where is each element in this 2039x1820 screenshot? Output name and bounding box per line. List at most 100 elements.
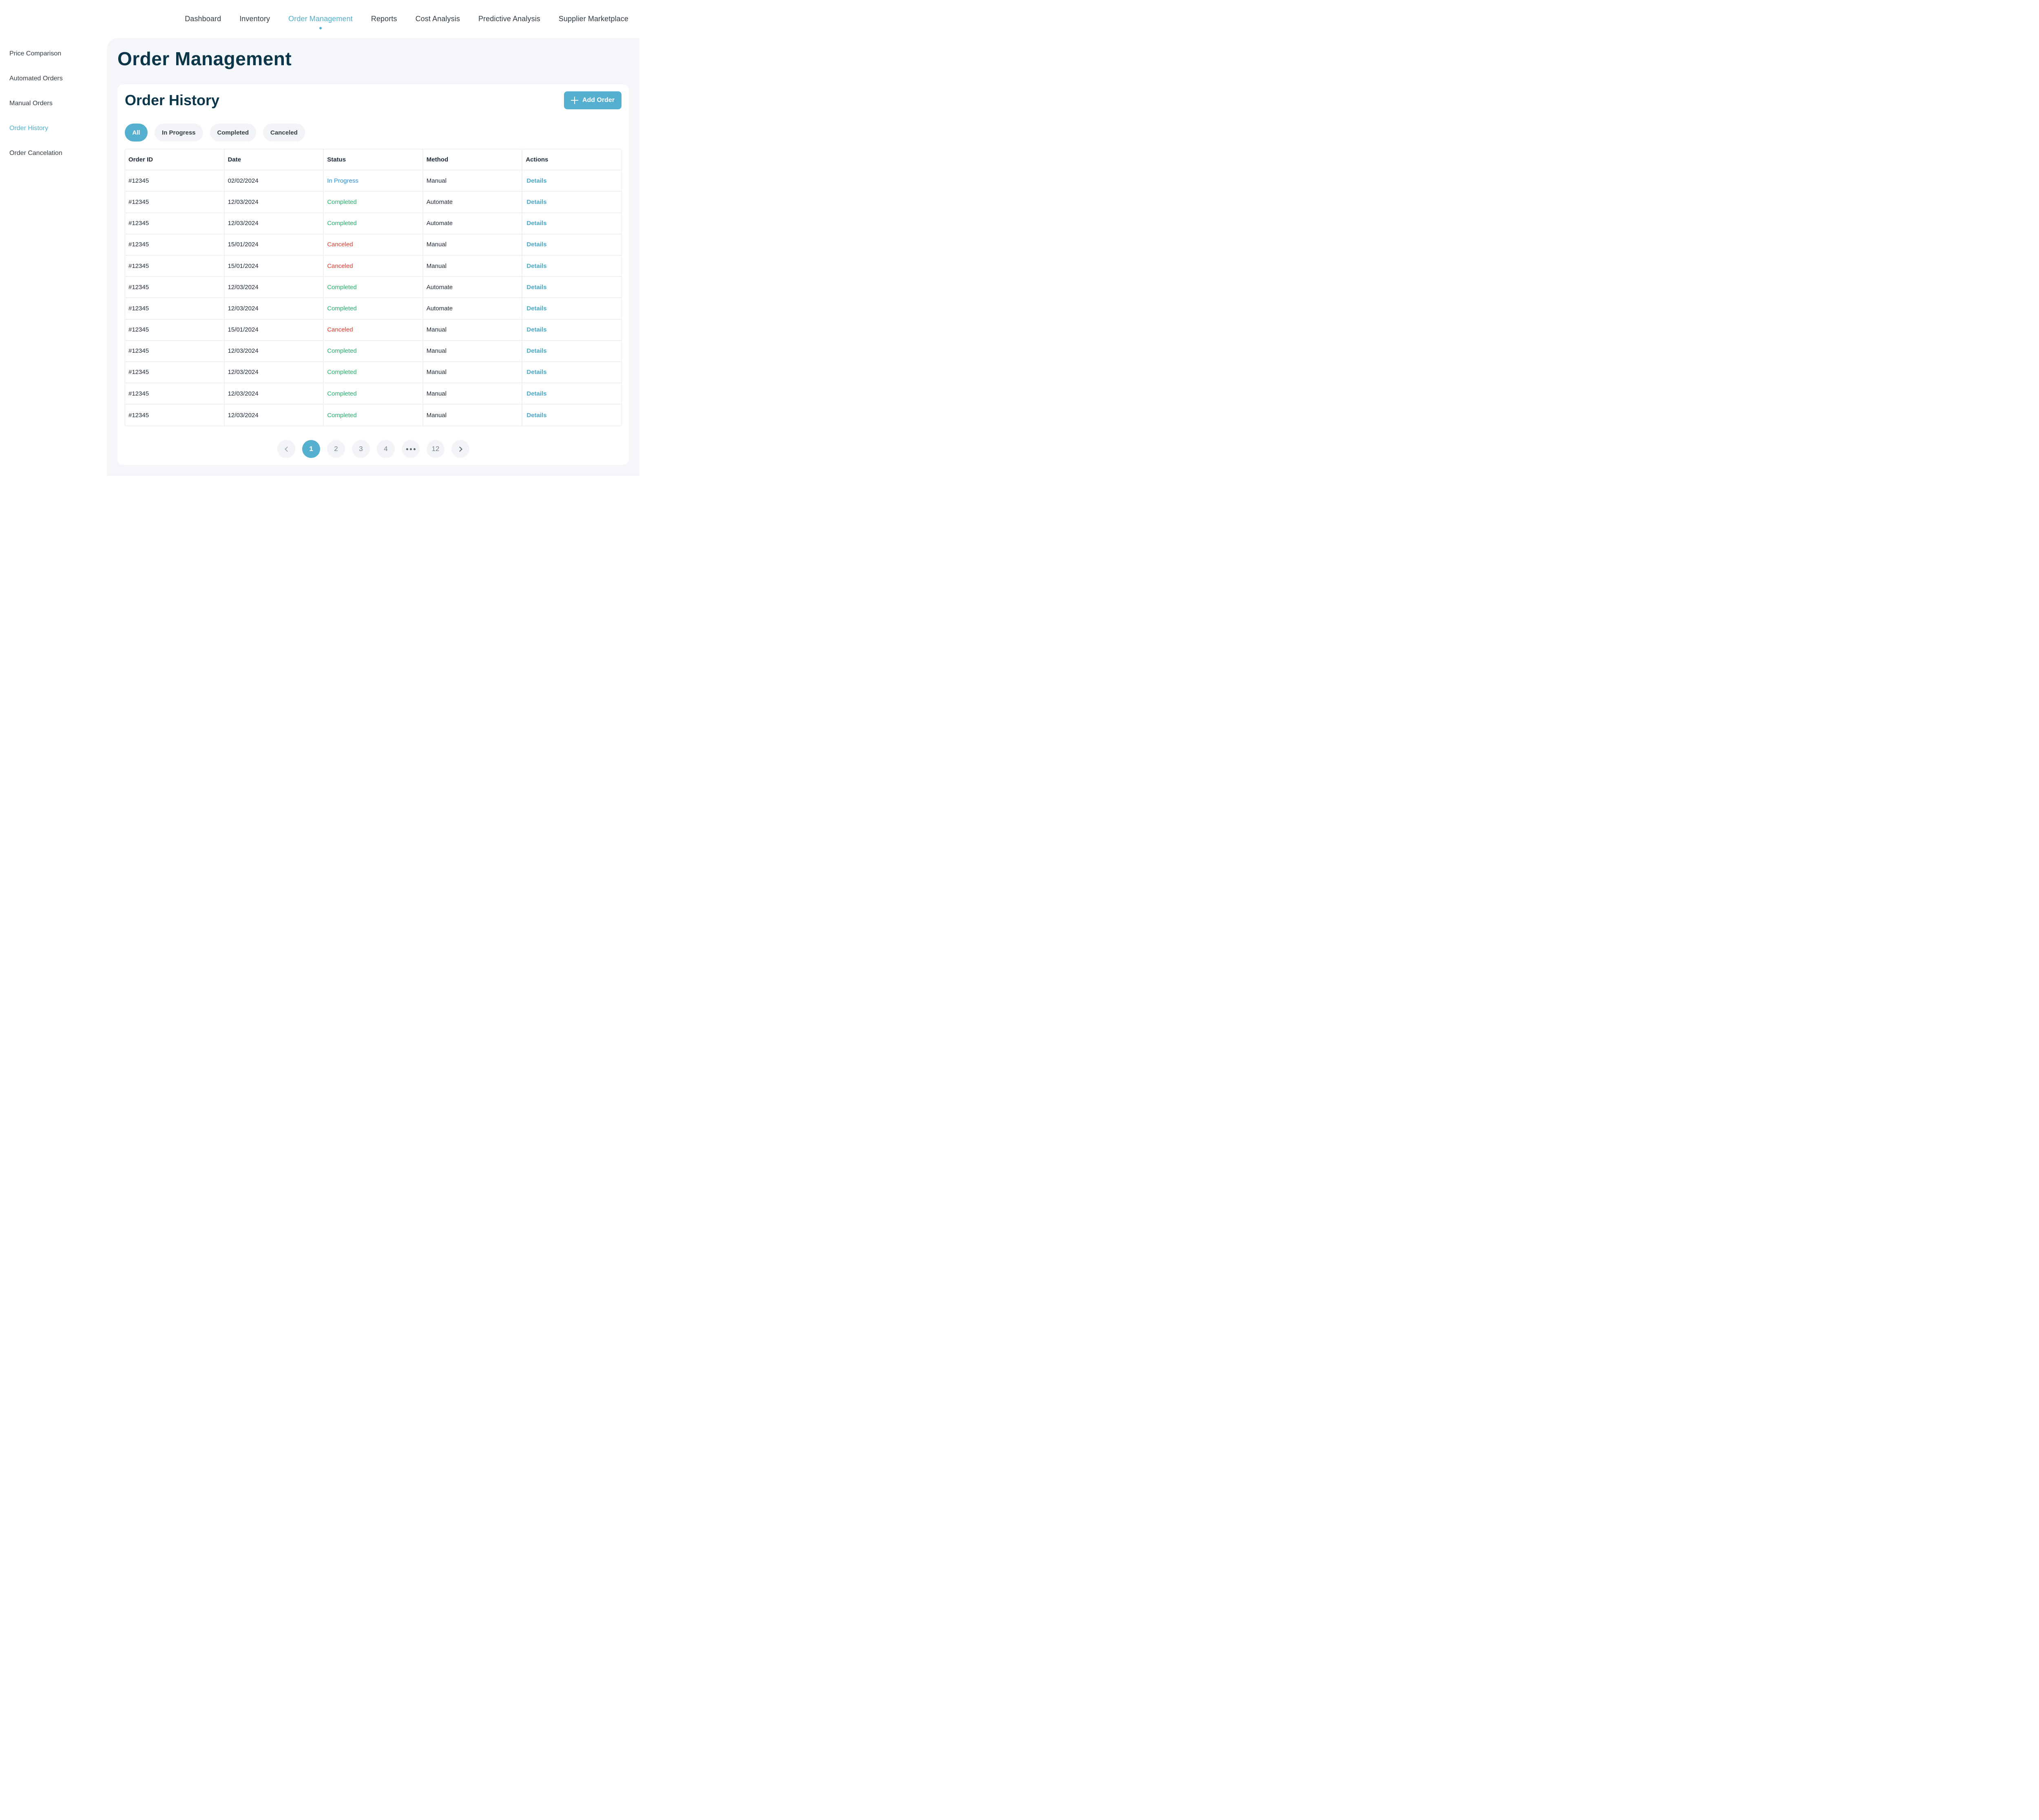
details-link[interactable]: Details: [526, 177, 547, 184]
filter-canceled[interactable]: Canceled: [263, 124, 305, 142]
status-cell: Completed: [324, 213, 423, 234]
chevron-left-icon: [284, 446, 290, 452]
filter-in-progress[interactable]: In Progress: [155, 124, 203, 142]
status-cell: Completed: [324, 383, 423, 404]
prev-page-button[interactable]: [277, 440, 295, 458]
actions-cell: Details: [522, 320, 621, 340]
order-id-cell: #12345: [125, 255, 225, 276]
nav-item-inventory[interactable]: Inventory: [239, 14, 270, 23]
table-row: #12345 12/03/2024 Completed Manual Details: [125, 362, 621, 384]
method-cell: Manual: [423, 362, 523, 383]
column-header-order-id: Order ID: [125, 149, 225, 170]
status-cell: Completed: [324, 298, 423, 319]
actions-cell: Details: [522, 213, 621, 234]
date-cell: 12/03/2024: [225, 362, 324, 383]
sidebar-item-manual-orders[interactable]: Manual Orders: [9, 100, 53, 107]
plus-icon: [571, 97, 578, 104]
order-id-cell: #12345: [125, 298, 225, 319]
details-link[interactable]: Details: [526, 262, 547, 270]
table-row: #12345 02/02/2024 In Progress Manual Details: [125, 170, 621, 192]
details-link[interactable]: Details: [526, 305, 547, 312]
chevron-right-icon: [457, 446, 462, 452]
method-cell: Manual: [423, 319, 523, 340]
method-cell: Automate: [423, 298, 523, 319]
nav-item-label: Order Management: [288, 14, 353, 23]
next-page-button[interactable]: [451, 440, 469, 458]
actions-cell: Details: [522, 341, 621, 361]
order-id-cell: #12345: [125, 234, 225, 255]
table-row: #12345 12/03/2024 Completed Automate Details: [125, 192, 621, 213]
date-cell: 15/01/2024: [225, 319, 324, 340]
more-pages-button[interactable]: [402, 440, 420, 458]
date-cell: 15/01/2024: [225, 255, 324, 276]
order-id-cell: #12345: [125, 213, 225, 234]
nav-item-order-management[interactable]: Order Management: [288, 14, 353, 29]
table-row: #12345 12/03/2024 Completed Automate Details: [125, 298, 621, 320]
nav-item-dashboard[interactable]: Dashboard: [185, 14, 221, 23]
method-cell: Automate: [423, 213, 523, 234]
method-cell: Automate: [423, 277, 523, 298]
method-cell: Manual: [423, 383, 523, 404]
method-cell: Manual: [423, 170, 523, 191]
status-cell: Completed: [324, 277, 423, 298]
sidebar-item-automated-orders[interactable]: Automated Orders: [9, 75, 63, 82]
date-cell: 12/03/2024: [225, 192, 324, 212]
order-history-table: Order ID Date Status Method Actions #123…: [125, 149, 622, 427]
status-cell: Canceled: [324, 234, 423, 255]
filter-all[interactable]: All: [125, 124, 148, 142]
date-cell: 12/03/2024: [225, 341, 324, 361]
nav-item-reports[interactable]: Reports: [371, 14, 397, 23]
actions-cell: Details: [522, 362, 621, 383]
table-row: #12345 12/03/2024 Completed Automate Details: [125, 213, 621, 234]
sidebar-item-order-cancelation[interactable]: Order Cancelation: [9, 150, 62, 157]
sidebar-item-price-comparison[interactable]: Price Comparison: [9, 50, 62, 57]
date-cell: 12/03/2024: [225, 298, 324, 319]
column-header-date: Date: [225, 149, 324, 170]
order-id-cell: #12345: [125, 277, 225, 298]
details-link[interactable]: Details: [526, 326, 547, 334]
active-indicator-dot: [319, 27, 322, 29]
column-header-method: Method: [423, 149, 523, 170]
order-id-cell: #12345: [125, 192, 225, 212]
details-link[interactable]: Details: [526, 347, 547, 355]
page-button-3[interactable]: 3: [352, 440, 370, 458]
status-cell: Completed: [324, 341, 423, 361]
table-row: #12345 15/01/2024 Canceled Manual Details: [125, 255, 621, 277]
page-button-last[interactable]: 12: [427, 440, 445, 458]
sidebar-item-order-history[interactable]: Order History: [9, 125, 49, 132]
details-link[interactable]: Details: [526, 411, 547, 419]
table-row: #12345 12/03/2024 Completed Manual Details: [125, 383, 621, 405]
details-link[interactable]: Details: [526, 198, 547, 206]
add-order-button[interactable]: Add Order: [564, 91, 621, 109]
details-link[interactable]: Details: [526, 369, 547, 376]
add-order-label: Add Order: [582, 97, 615, 104]
nav-item-predictive-analysis[interactable]: Predictive Analysis: [478, 14, 540, 23]
filter-completed[interactable]: Completed: [210, 124, 257, 142]
details-link[interactable]: Details: [526, 241, 547, 248]
nav-item-cost-analysis[interactable]: Cost Analysis: [415, 14, 460, 23]
date-cell: 12/03/2024: [225, 277, 324, 298]
order-id-cell: #12345: [125, 170, 225, 191]
method-cell: Manual: [423, 255, 523, 276]
actions-cell: Details: [522, 234, 621, 255]
page-button-4[interactable]: 4: [377, 440, 395, 458]
nav-item-supplier-marketplace[interactable]: Supplier Marketplace: [558, 14, 628, 23]
details-link[interactable]: Details: [526, 390, 547, 397]
table-row: #12345 15/01/2024 Canceled Manual Details: [125, 234, 621, 256]
top-nav: Dashboard Inventory Order Management Rep…: [166, 0, 639, 38]
main-panel: Order Management Order History Add Order…: [107, 38, 639, 476]
order-id-cell: #12345: [125, 383, 225, 404]
page-button-2[interactable]: 2: [327, 440, 345, 458]
actions-cell: Details: [522, 277, 621, 297]
page-title: Order Management: [117, 48, 292, 69]
details-link[interactable]: Details: [526, 220, 547, 227]
status-cell: In Progress: [324, 170, 423, 191]
actions-cell: Details: [522, 256, 621, 276]
table-row: #12345 15/01/2024 Canceled Manual Details: [125, 319, 621, 341]
page-button-1[interactable]: 1: [302, 440, 320, 458]
order-id-cell: #12345: [125, 405, 225, 426]
table-header-row: Order ID Date Status Method Actions: [125, 149, 621, 171]
method-cell: Manual: [423, 234, 523, 255]
details-link[interactable]: Details: [526, 283, 547, 291]
actions-cell: Details: [522, 298, 621, 318]
